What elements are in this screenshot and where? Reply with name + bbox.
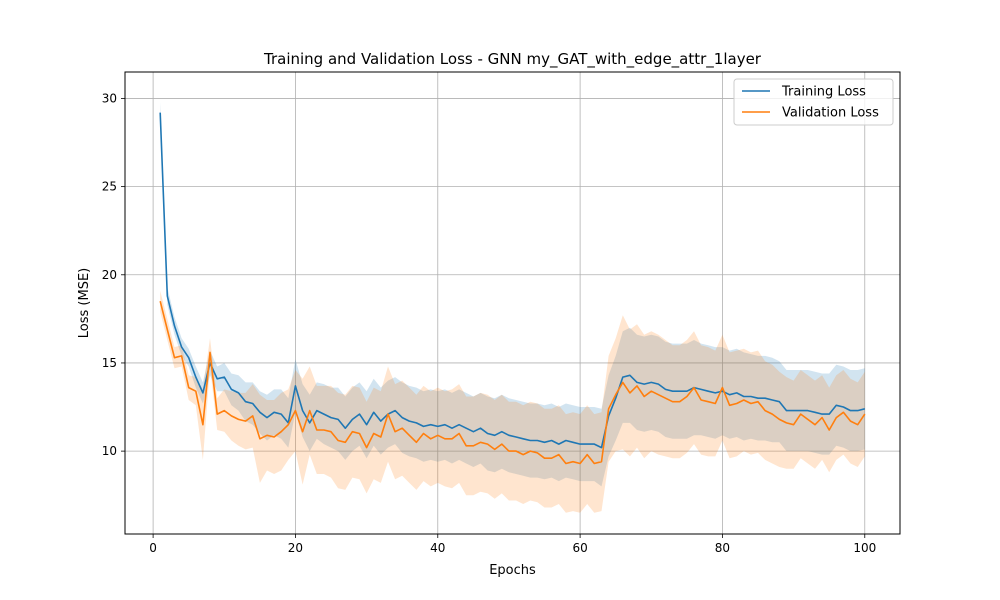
line-validation-loss [159, 301, 866, 465]
legend-label: Training Loss [781, 85, 866, 100]
axis-ticks: 0 20 40 60 80 100 10 15 20 25 30 [102, 91, 877, 555]
y-tick-label: 25 [102, 180, 117, 194]
y-tick-label: 10 [102, 444, 117, 458]
chart-title: Training and Validation Loss - GNN my_GA… [263, 50, 762, 69]
x-tick-label: 80 [715, 541, 730, 555]
x-tick-label: 0 [149, 541, 157, 555]
plot-frame [124, 71, 901, 535]
legend: Training Loss Validation Loss [733, 78, 894, 126]
y-tick-label: 15 [102, 356, 117, 370]
y-tick-label: 30 [102, 91, 117, 105]
line-training-loss [159, 112, 865, 449]
series-lines [159, 112, 866, 465]
x-axis-label: Epochs [489, 563, 536, 578]
x-tick-label: 60 [572, 541, 587, 555]
legend-label: Validation Loss [782, 106, 879, 121]
x-tick-label: 100 [853, 541, 876, 555]
legend-box [733, 78, 894, 126]
y-tick-label: 20 [102, 268, 117, 282]
y-axis-label: Loss (MSE) [77, 268, 92, 338]
x-tick-label: 40 [430, 541, 445, 555]
band-validation-loss [160, 290, 865, 513]
x-tick-label: 20 [288, 541, 303, 555]
